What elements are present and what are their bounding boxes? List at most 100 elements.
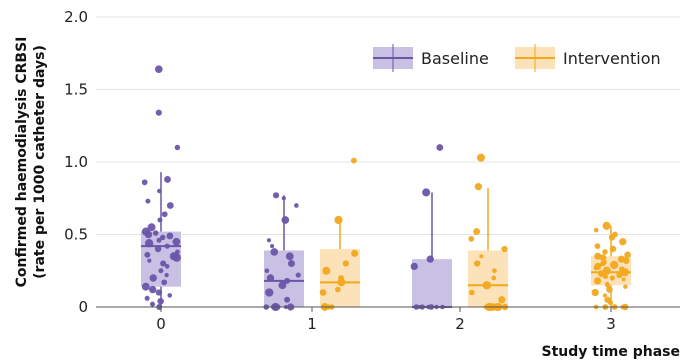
y-tick-label: 1.5: [64, 81, 88, 99]
data-point-intervention: [491, 268, 497, 274]
x-tick-label: 3: [606, 315, 616, 333]
grid-lines: [96, 16, 680, 235]
data-point-baseline: [422, 188, 431, 197]
y-axis-title: Confirmed haemodialysis CRBSI (rate per …: [14, 37, 48, 288]
legend-label-intervention: Intervention: [563, 49, 661, 68]
data-point-baseline: [174, 144, 181, 151]
data-point-baseline: [159, 234, 166, 241]
data-point-baseline: [157, 217, 163, 223]
data-point-intervention: [606, 286, 613, 293]
data-point-intervention: [610, 260, 619, 270]
data-point-intervention: [342, 260, 349, 267]
data-point-intervention: [501, 245, 508, 253]
data-point-baseline: [149, 285, 157, 294]
data-point-intervention: [476, 153, 485, 162]
data-point-intervention: [469, 289, 475, 296]
data-point-baseline: [284, 296, 291, 303]
x-axis-title: Study time phase: [542, 344, 680, 360]
data-point-intervention: [609, 245, 617, 253]
data-point-intervention: [593, 227, 599, 233]
data-point-baseline: [266, 274, 275, 282]
data-point-baseline: [149, 301, 156, 307]
y-axis-title-line1: Confirmed haemodialysis CRBSI: [14, 37, 30, 288]
data-point-intervention: [623, 284, 628, 289]
box-baseline-phase-2: [412, 192, 452, 308]
data-point-intervention: [498, 296, 506, 304]
data-point-intervention: [624, 251, 631, 259]
data-point-baseline: [295, 272, 301, 278]
data-point-baseline: [157, 297, 164, 305]
data-point-baseline: [149, 274, 157, 282]
data-point-intervention: [319, 289, 327, 296]
data-point-baseline: [436, 144, 444, 151]
data-point-baseline: [164, 264, 170, 269]
data-point-baseline: [281, 196, 286, 201]
data-point-baseline: [294, 203, 299, 208]
data-point-baseline: [169, 252, 179, 261]
data-point-baseline: [152, 230, 159, 236]
data-point-intervention: [602, 249, 608, 255]
box-layer: [141, 172, 631, 308]
data-point-intervention: [594, 262, 602, 270]
data-point-intervention: [609, 275, 615, 281]
data-point-intervention: [616, 272, 623, 279]
data-point-intervention: [350, 157, 357, 164]
legend-label-baseline: Baseline: [421, 49, 489, 68]
data-point-baseline: [144, 239, 154, 248]
data-point-baseline: [141, 227, 150, 236]
data-point-intervention: [599, 254, 607, 261]
data-point-baseline: [147, 223, 156, 232]
data-point-baseline: [166, 232, 174, 240]
data-point-intervention: [322, 266, 331, 275]
data-point-intervention: [602, 221, 611, 230]
data-point-intervention: [612, 231, 618, 238]
data-point-baseline: [145, 198, 151, 204]
point-layer: [141, 65, 631, 312]
data-point-baseline: [426, 255, 434, 263]
data-point-baseline: [270, 248, 279, 256]
data-point-baseline: [154, 245, 162, 253]
data-point-intervention: [474, 260, 481, 267]
data-point-intervention: [479, 254, 484, 259]
data-point-intervention: [334, 286, 341, 293]
data-point-intervention: [474, 183, 483, 191]
data-point-baseline: [161, 279, 168, 286]
data-point-intervention: [491, 275, 497, 281]
data-point-baseline: [410, 262, 418, 271]
y-tick-label: 0: [78, 298, 88, 316]
data-point-intervention: [593, 277, 602, 285]
data-point-intervention: [604, 281, 610, 286]
data-point-intervention: [482, 281, 491, 290]
data-point-intervention: [618, 266, 625, 273]
y-axis-title-line2: (rate per 1000 catheter days): [32, 45, 48, 279]
data-point-intervention: [338, 275, 344, 281]
x-tick-label: 2: [455, 315, 465, 333]
data-point-intervention: [468, 235, 475, 242]
data-point-intervention: [617, 255, 626, 263]
x-tick-label: 0: [156, 315, 166, 333]
data-point-intervention: [604, 296, 611, 303]
y-tick-label: 1.0: [64, 153, 88, 171]
data-point-baseline: [285, 252, 294, 261]
data-point-intervention: [473, 228, 481, 236]
data-point-baseline: [269, 244, 275, 249]
data-point-baseline: [155, 289, 163, 296]
data-point-baseline: [156, 237, 162, 243]
y-tick-label: 0.5: [64, 226, 88, 244]
tick-labels: 0 0.5 1.0 1.5 2.0 0 1 2 3: [64, 8, 616, 333]
legend-item-intervention: Intervention: [515, 44, 661, 72]
data-point-baseline: [284, 277, 291, 284]
data-point-baseline: [164, 175, 171, 183]
data-point-baseline: [141, 179, 148, 186]
x-tick-label: 1: [307, 315, 317, 333]
data-point-baseline: [144, 295, 150, 301]
data-point-baseline: [287, 259, 295, 268]
data-point-intervention: [602, 266, 611, 275]
data-point-baseline: [278, 281, 287, 290]
y-tick-label: 2.0: [64, 8, 88, 26]
data-point-baseline: [266, 238, 271, 243]
data-point-baseline: [164, 272, 169, 278]
data-point-intervention: [621, 277, 626, 282]
box-body: [412, 259, 452, 307]
